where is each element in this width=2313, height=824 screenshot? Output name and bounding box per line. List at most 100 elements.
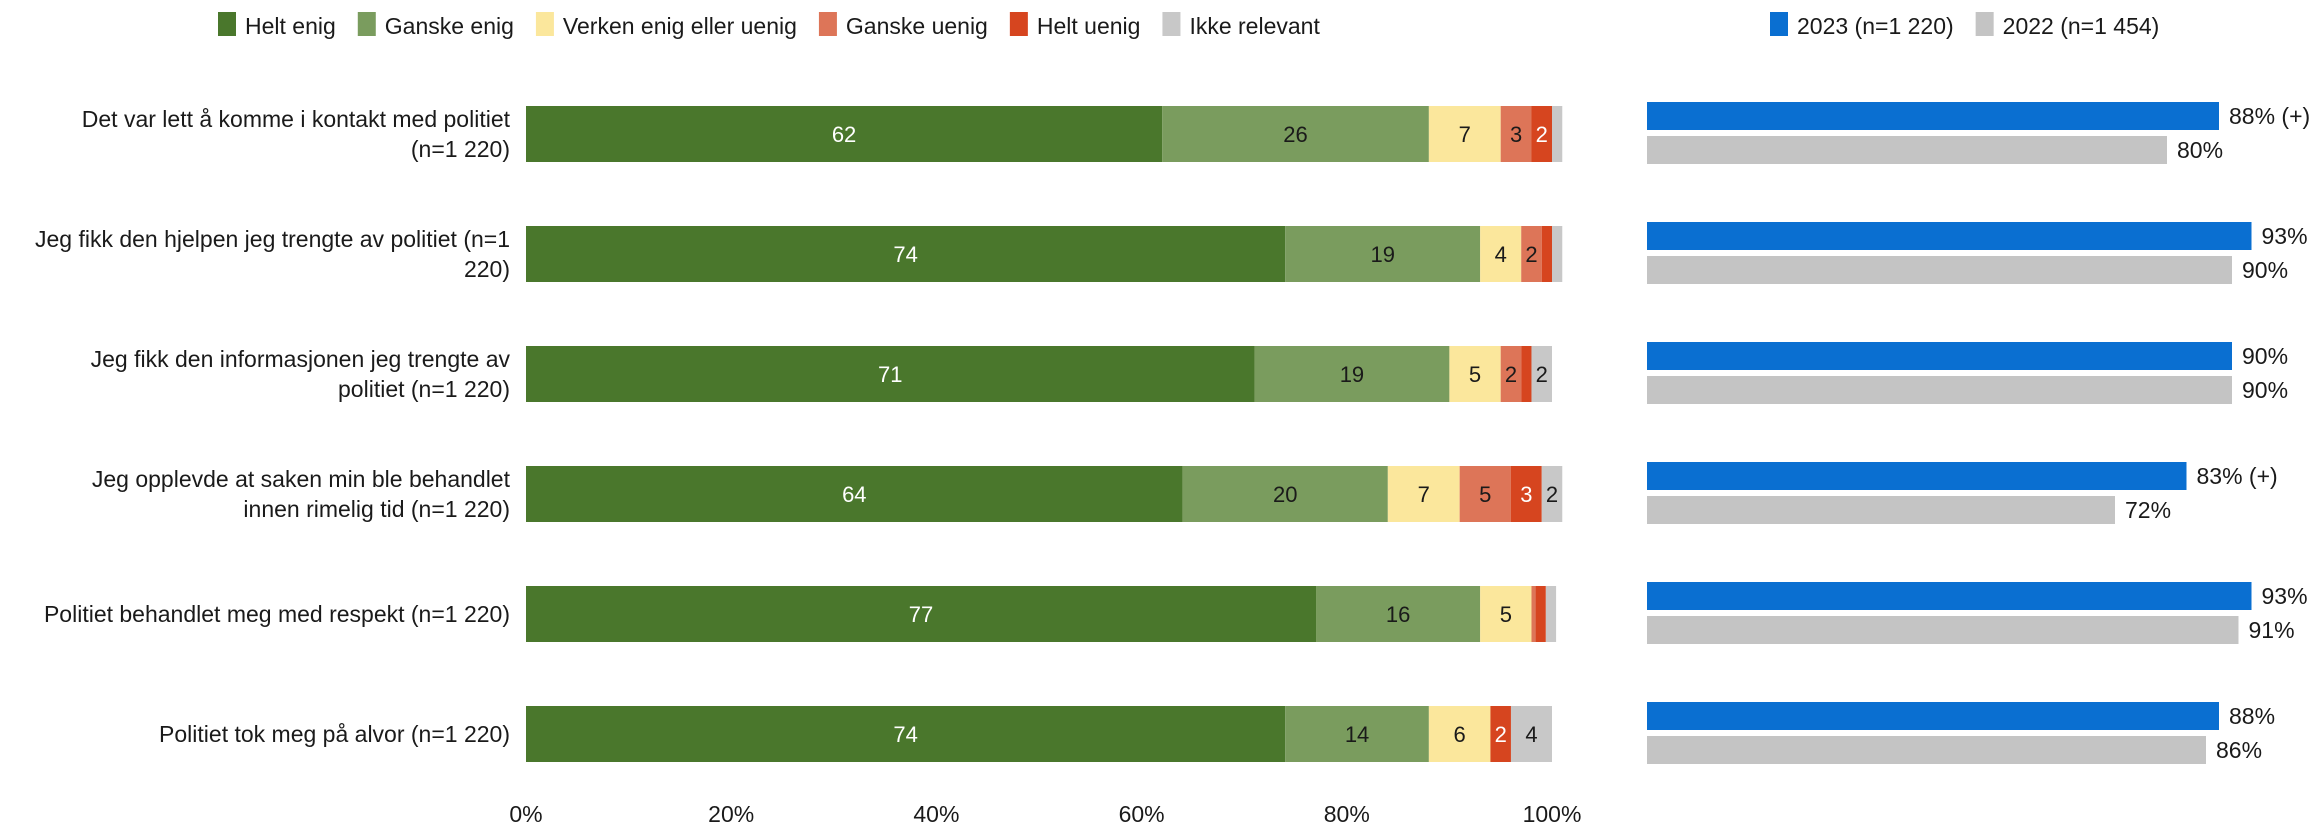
legend-swatch [357, 12, 376, 36]
stacked-bar-segment [1254, 346, 1450, 402]
stacked-bar-segment [526, 346, 1255, 402]
stacked-bar-segment [1480, 226, 1522, 282]
segment-data-label: 4 [1525, 722, 1537, 747]
year-bar [1647, 102, 2219, 130]
segment-data-label: 2 [1495, 722, 1507, 747]
stacked-bar-segment [1500, 106, 1532, 162]
segment-data-label: 2 [1536, 362, 1548, 387]
segment-data-label: 3 [1520, 482, 1532, 507]
stacked-bar-segment [1387, 466, 1460, 522]
year-bar [1647, 222, 2252, 250]
category-label: Det var lett å komme i kontakt med polit… [82, 106, 511, 132]
category-label: Jeg opplevde at saken min ble behandlet [92, 466, 511, 492]
legend-swatch [1975, 12, 1994, 36]
stacked-bar-segment [526, 226, 1286, 282]
stacked-bars: 62 26 7 3 274 19 4 271 19 5 2 264 20 7 5 3 277 16 574 14 6 2 4 [526, 106, 1563, 762]
x-tick-label: 0% [509, 801, 542, 824]
x-tick-label: 40% [913, 801, 959, 824]
segment-data-label: 74 [893, 722, 917, 747]
stacked-bar-segment [1510, 706, 1552, 762]
legend-label: Helt uenig [1037, 13, 1141, 39]
category-label: Jeg fikk den hjelpen jeg trengte av poli… [35, 226, 510, 252]
category-label: Politiet tok meg på alvor (n=1 220) [159, 721, 510, 747]
segment-data-label: 26 [1283, 122, 1307, 147]
year-bar-label: 86% [2216, 737, 2262, 763]
stacked-bar-segment [1182, 466, 1388, 522]
stacked-bar-segment [526, 706, 1286, 762]
year-bar [1647, 462, 2187, 490]
year-bar-label: 90% [2242, 257, 2288, 283]
segment-data-label: 14 [1345, 722, 1369, 747]
year-bar-label: 72% [2125, 497, 2171, 523]
segment-data-label: 3 [1510, 122, 1522, 147]
stacked-bar-segment [1545, 586, 1557, 642]
stacked-bar-segment [1552, 106, 1563, 162]
category-label: (n=1 220) [411, 136, 510, 162]
year-bar-label: 90% [2242, 343, 2288, 369]
segment-data-label: 2 [1505, 362, 1517, 387]
x-tick-label: 20% [708, 801, 754, 824]
legend-swatch [818, 12, 837, 36]
year-bar-label: 93% [2262, 583, 2308, 609]
year-bar [1647, 582, 2252, 610]
year-bar-label: 80% [2177, 137, 2223, 163]
segment-data-label: 16 [1386, 602, 1410, 627]
stacked-bar-segment [526, 586, 1317, 642]
stacked-bar-segment [1541, 466, 1563, 522]
legend-label: Verken enig eller uenig [563, 13, 797, 39]
segment-data-label: 6 [1454, 722, 1466, 747]
legend-label: 2022 (n=1 454) [2003, 13, 2160, 39]
year-bar [1647, 342, 2232, 370]
x-tick-label: 80% [1324, 801, 1370, 824]
segment-data-label: 19 [1340, 362, 1364, 387]
year-bar-label: 88% [2229, 703, 2275, 729]
legend-years: 2023 (n=1 220) 2022 (n=1 454) [1770, 12, 2159, 39]
stacked-bar-segment [1521, 226, 1542, 282]
segment-data-label: 74 [893, 242, 917, 267]
year-bar [1647, 616, 2239, 644]
segment-data-label: 77 [909, 602, 933, 627]
stacked-bar-segment [1531, 586, 1536, 642]
year-bar-label: 88% (+) [2229, 103, 2310, 129]
segment-data-label: 64 [842, 482, 866, 507]
stacked-bar-segment [1449, 346, 1501, 402]
stacked-bar-segment [1552, 226, 1563, 282]
x-tick-label: 100% [1523, 801, 1582, 824]
stacked-bar-segment [526, 466, 1183, 522]
stacked-bar-segment [1521, 346, 1532, 402]
segment-data-label: 7 [1459, 122, 1471, 147]
legend-swatch [1009, 12, 1028, 36]
segment-data-label: 20 [1273, 482, 1297, 507]
year-bar [1647, 136, 2167, 164]
segment-data-label: 7 [1418, 482, 1430, 507]
legend-label: Ganske uenig [846, 13, 988, 39]
stacked-bar-segment [1541, 226, 1552, 282]
year-bar-label: 91% [2249, 617, 2295, 643]
category-labels: Det var lett å komme i kontakt med polit… [35, 106, 511, 747]
legend-label: Helt enig [245, 13, 336, 39]
segment-data-label: 4 [1495, 242, 1507, 267]
year-bar [1647, 376, 2232, 404]
category-label: Jeg fikk den informasjonen jeg trengte a… [91, 346, 511, 372]
segment-data-label: 2 [1536, 122, 1548, 147]
stacked-bar-segment [1285, 226, 1481, 282]
segment-data-label: 5 [1469, 362, 1481, 387]
legend-label: Ganske enig [385, 13, 514, 39]
legend-swatch [1162, 12, 1181, 36]
segment-data-label: 62 [832, 122, 856, 147]
stacked-bar-segment [1162, 106, 1429, 162]
legend-swatch [218, 12, 236, 36]
stacked-bar-segment [1480, 586, 1532, 642]
stacked-bar-segment [1459, 466, 1511, 522]
segment-data-label: 2 [1525, 242, 1537, 267]
stacked-bar-segment [1500, 346, 1522, 402]
year-bar [1647, 702, 2219, 730]
year-bar [1647, 736, 2206, 764]
legend-swatch [1770, 12, 1788, 36]
stacked-bar-segment [1510, 466, 1542, 522]
stacked-bar-segment [1490, 706, 1511, 762]
category-label: innen rimelig tid (n=1 220) [243, 496, 510, 522]
segment-data-label: 2 [1546, 482, 1558, 507]
x-axis-ticks: 0% 20% 40% 60% 80% 100% [509, 801, 1581, 824]
